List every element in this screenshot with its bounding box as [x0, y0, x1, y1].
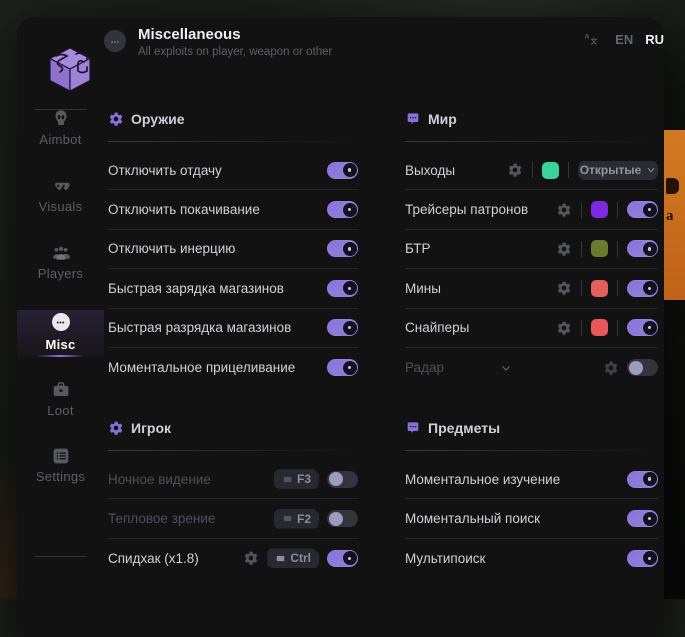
svg-text:文: 文: [590, 37, 598, 46]
svg-text:A: A: [585, 33, 590, 40]
